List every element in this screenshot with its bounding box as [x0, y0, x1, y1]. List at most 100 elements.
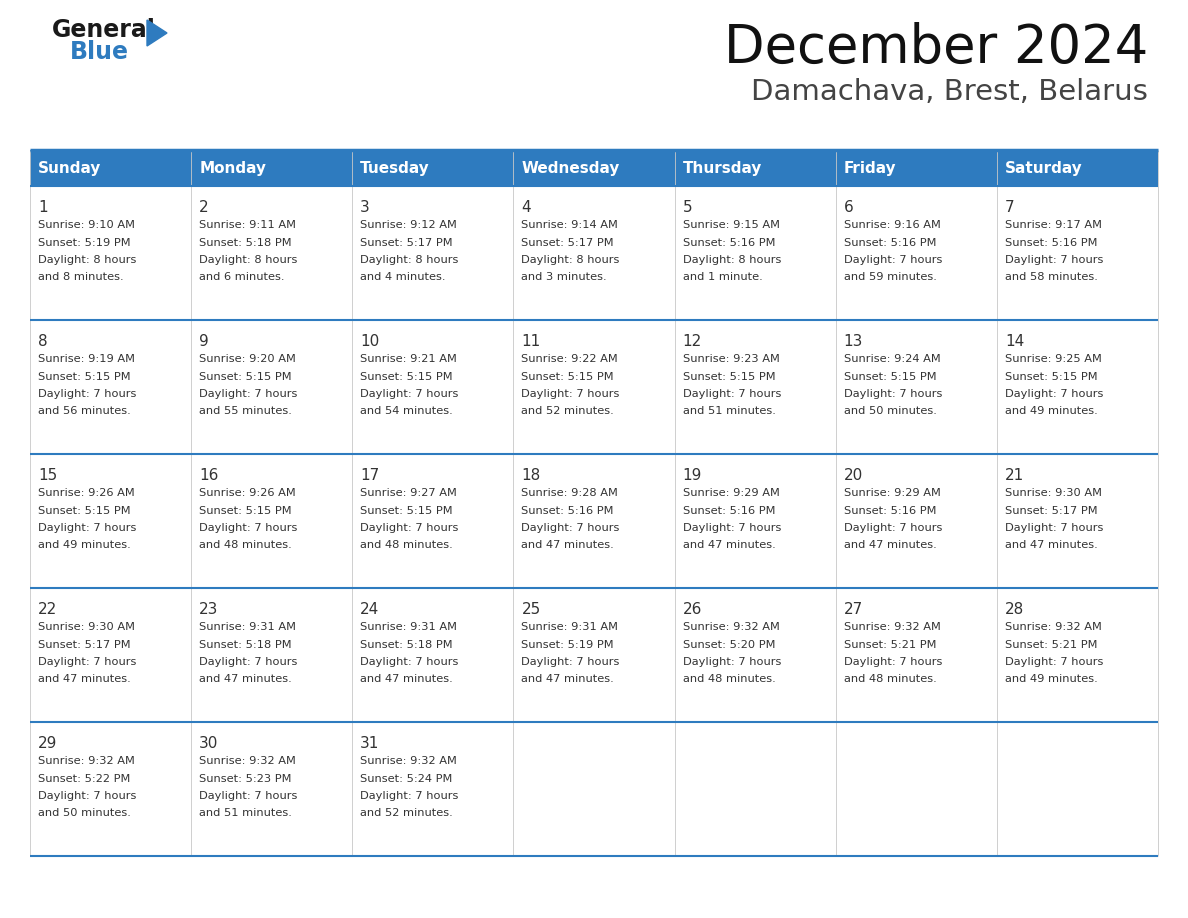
- Text: and 52 minutes.: and 52 minutes.: [360, 809, 453, 819]
- Text: Sunrise: 9:31 AM: Sunrise: 9:31 AM: [522, 622, 619, 632]
- Text: Sunset: 5:19 PM: Sunset: 5:19 PM: [522, 640, 614, 650]
- Text: Sunset: 5:17 PM: Sunset: 5:17 PM: [1005, 506, 1098, 516]
- Text: Daylight: 8 hours: Daylight: 8 hours: [360, 255, 459, 265]
- Text: Daylight: 7 hours: Daylight: 7 hours: [200, 389, 297, 399]
- Text: and 47 minutes.: and 47 minutes.: [200, 675, 292, 685]
- Text: 23: 23: [200, 602, 219, 617]
- Text: Sunrise: 9:24 AM: Sunrise: 9:24 AM: [843, 354, 941, 364]
- Text: Sunset: 5:18 PM: Sunset: 5:18 PM: [200, 640, 292, 650]
- Bar: [30, 320, 1158, 454]
- Text: Sunrise: 9:30 AM: Sunrise: 9:30 AM: [1005, 488, 1101, 498]
- Text: and 47 minutes.: and 47 minutes.: [1005, 541, 1098, 551]
- Text: Sunset: 5:16 PM: Sunset: 5:16 PM: [1005, 238, 1098, 248]
- Text: and 1 minute.: and 1 minute.: [683, 273, 763, 283]
- Text: Daylight: 7 hours: Daylight: 7 hours: [1005, 523, 1104, 533]
- Text: Sunset: 5:15 PM: Sunset: 5:15 PM: [1005, 372, 1098, 382]
- Text: Sunset: 5:21 PM: Sunset: 5:21 PM: [843, 640, 936, 650]
- Text: 10: 10: [360, 334, 379, 349]
- Text: Sunrise: 9:10 AM: Sunrise: 9:10 AM: [38, 220, 135, 230]
- Text: Daylight: 7 hours: Daylight: 7 hours: [683, 389, 781, 399]
- Bar: [30, 150, 1158, 186]
- Text: Sunset: 5:16 PM: Sunset: 5:16 PM: [843, 238, 936, 248]
- Text: and 4 minutes.: and 4 minutes.: [360, 273, 446, 283]
- Text: Sunset: 5:18 PM: Sunset: 5:18 PM: [200, 238, 292, 248]
- Text: Sunset: 5:20 PM: Sunset: 5:20 PM: [683, 640, 775, 650]
- Text: Daylight: 7 hours: Daylight: 7 hours: [360, 791, 459, 801]
- Text: 27: 27: [843, 602, 862, 617]
- Polygon shape: [147, 20, 168, 46]
- Text: Sunset: 5:15 PM: Sunset: 5:15 PM: [522, 372, 614, 382]
- Text: Sunset: 5:15 PM: Sunset: 5:15 PM: [360, 506, 453, 516]
- Text: 3: 3: [360, 200, 369, 215]
- Text: Daylight: 7 hours: Daylight: 7 hours: [38, 791, 137, 801]
- Text: and 54 minutes.: and 54 minutes.: [360, 407, 453, 417]
- Text: 26: 26: [683, 602, 702, 617]
- Text: 21: 21: [1005, 468, 1024, 483]
- Text: 2: 2: [200, 200, 209, 215]
- Text: Sunset: 5:17 PM: Sunset: 5:17 PM: [38, 640, 131, 650]
- Text: Sunrise: 9:20 AM: Sunrise: 9:20 AM: [200, 354, 296, 364]
- Text: Blue: Blue: [70, 40, 129, 64]
- Text: 22: 22: [38, 602, 57, 617]
- Text: and 56 minutes.: and 56 minutes.: [38, 407, 131, 417]
- Text: Saturday: Saturday: [1005, 161, 1082, 175]
- Text: and 47 minutes.: and 47 minutes.: [360, 675, 453, 685]
- Text: Sunset: 5:15 PM: Sunset: 5:15 PM: [38, 506, 131, 516]
- Text: Daylight: 7 hours: Daylight: 7 hours: [200, 523, 297, 533]
- Bar: [30, 588, 1158, 722]
- Text: 5: 5: [683, 200, 693, 215]
- Text: Daylight: 7 hours: Daylight: 7 hours: [522, 657, 620, 667]
- Text: and 6 minutes.: and 6 minutes.: [200, 273, 285, 283]
- Text: 8: 8: [38, 334, 48, 349]
- Text: and 49 minutes.: and 49 minutes.: [1005, 407, 1098, 417]
- Text: Thursday: Thursday: [683, 161, 762, 175]
- Text: Daylight: 7 hours: Daylight: 7 hours: [1005, 389, 1104, 399]
- Text: Sunrise: 9:14 AM: Sunrise: 9:14 AM: [522, 220, 618, 230]
- Text: and 48 minutes.: and 48 minutes.: [360, 541, 453, 551]
- Text: Sunset: 5:15 PM: Sunset: 5:15 PM: [200, 372, 292, 382]
- Text: 31: 31: [360, 736, 380, 751]
- Text: 11: 11: [522, 334, 541, 349]
- Text: Sunset: 5:16 PM: Sunset: 5:16 PM: [843, 506, 936, 516]
- Text: Sunset: 5:17 PM: Sunset: 5:17 PM: [522, 238, 614, 248]
- Text: Sunrise: 9:26 AM: Sunrise: 9:26 AM: [38, 488, 134, 498]
- Text: Daylight: 8 hours: Daylight: 8 hours: [38, 255, 137, 265]
- Text: Daylight: 7 hours: Daylight: 7 hours: [200, 791, 297, 801]
- Text: Sunrise: 9:23 AM: Sunrise: 9:23 AM: [683, 354, 779, 364]
- Text: Sunset: 5:15 PM: Sunset: 5:15 PM: [843, 372, 936, 382]
- Text: Daylight: 7 hours: Daylight: 7 hours: [1005, 255, 1104, 265]
- Text: Sunday: Sunday: [38, 161, 101, 175]
- Text: Daylight: 7 hours: Daylight: 7 hours: [38, 657, 137, 667]
- Text: 28: 28: [1005, 602, 1024, 617]
- Text: and 8 minutes.: and 8 minutes.: [38, 273, 124, 283]
- Text: Sunrise: 9:30 AM: Sunrise: 9:30 AM: [38, 622, 135, 632]
- Text: Sunrise: 9:12 AM: Sunrise: 9:12 AM: [360, 220, 457, 230]
- Text: Sunrise: 9:32 AM: Sunrise: 9:32 AM: [1005, 622, 1101, 632]
- Text: Sunrise: 9:32 AM: Sunrise: 9:32 AM: [200, 756, 296, 766]
- Text: Sunrise: 9:11 AM: Sunrise: 9:11 AM: [200, 220, 296, 230]
- Text: General: General: [52, 18, 156, 42]
- Text: Sunrise: 9:31 AM: Sunrise: 9:31 AM: [200, 622, 296, 632]
- Text: and 50 minutes.: and 50 minutes.: [38, 809, 131, 819]
- Text: and 59 minutes.: and 59 minutes.: [843, 273, 936, 283]
- Text: and 58 minutes.: and 58 minutes.: [1005, 273, 1098, 283]
- Text: and 51 minutes.: and 51 minutes.: [200, 809, 292, 819]
- Text: Sunset: 5:15 PM: Sunset: 5:15 PM: [683, 372, 776, 382]
- Text: 15: 15: [38, 468, 57, 483]
- Text: 18: 18: [522, 468, 541, 483]
- Text: Sunrise: 9:16 AM: Sunrise: 9:16 AM: [843, 220, 941, 230]
- Text: 4: 4: [522, 200, 531, 215]
- Text: Sunrise: 9:21 AM: Sunrise: 9:21 AM: [360, 354, 457, 364]
- Text: Daylight: 7 hours: Daylight: 7 hours: [843, 657, 942, 667]
- Text: Daylight: 8 hours: Daylight: 8 hours: [200, 255, 297, 265]
- Text: Sunrise: 9:32 AM: Sunrise: 9:32 AM: [38, 756, 135, 766]
- Text: and 50 minutes.: and 50 minutes.: [843, 407, 936, 417]
- Text: 19: 19: [683, 468, 702, 483]
- Text: Daylight: 7 hours: Daylight: 7 hours: [38, 389, 137, 399]
- Text: Daylight: 7 hours: Daylight: 7 hours: [683, 657, 781, 667]
- Text: Sunset: 5:16 PM: Sunset: 5:16 PM: [522, 506, 614, 516]
- Text: 29: 29: [38, 736, 57, 751]
- Text: and 52 minutes.: and 52 minutes.: [522, 407, 614, 417]
- Text: Sunrise: 9:26 AM: Sunrise: 9:26 AM: [200, 488, 296, 498]
- Text: Sunrise: 9:15 AM: Sunrise: 9:15 AM: [683, 220, 779, 230]
